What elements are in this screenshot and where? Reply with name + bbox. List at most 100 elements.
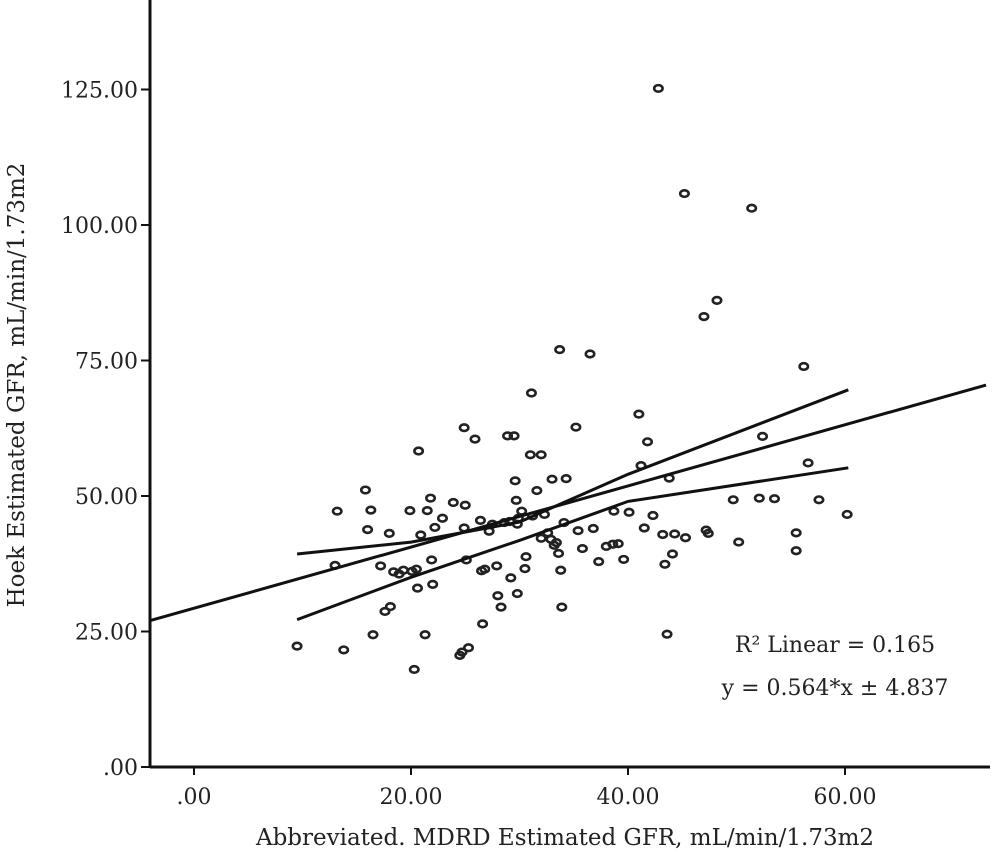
data-point — [463, 643, 475, 653]
data-point — [535, 450, 547, 460]
data-point — [633, 409, 645, 419]
data-point — [652, 83, 664, 94]
fit-lines — [150, 383, 987, 622]
data-point — [413, 446, 425, 456]
x-tick-label: .00 — [177, 785, 212, 810]
data-point — [508, 431, 520, 441]
data-point — [802, 458, 814, 468]
y-axis-title: Hoek Estimated GFR, mL/min/1.73m2 — [4, 163, 30, 608]
data-point — [768, 494, 780, 504]
y-tick-label: 125.00 — [61, 79, 138, 104]
data-point — [618, 554, 630, 565]
x-tick-label: 20.00 — [380, 785, 443, 810]
data-point — [505, 573, 517, 583]
data-point — [746, 203, 758, 213]
axes — [148, 0, 990, 769]
data-point — [383, 528, 395, 538]
data-point — [790, 546, 802, 556]
data-point — [331, 506, 343, 516]
data-point — [560, 474, 572, 484]
data-point — [587, 523, 599, 534]
data-point — [607, 539, 619, 549]
data-point — [702, 528, 714, 538]
y-tick-label: 50.00 — [75, 485, 138, 510]
data-point — [495, 602, 507, 612]
data-point — [479, 564, 491, 574]
data-point — [647, 510, 659, 521]
x-tick-label: 60.00 — [814, 785, 877, 810]
y-tick-label: 75.00 — [75, 350, 138, 375]
data-point — [678, 188, 690, 199]
data-point — [570, 422, 582, 432]
data-point — [753, 493, 765, 503]
data-point — [404, 506, 416, 516]
data-point — [669, 529, 681, 539]
data-point — [666, 549, 678, 559]
regression-line — [150, 383, 987, 622]
y-tick-label: 100.00 — [61, 214, 138, 239]
data-point — [384, 601, 396, 612]
data-point — [447, 497, 459, 508]
data-point — [415, 530, 427, 540]
data-point — [638, 523, 650, 533]
data-point — [458, 423, 470, 433]
data-point — [510, 495, 522, 505]
data-point — [362, 525, 374, 535]
data-point — [623, 507, 635, 517]
y-tick-label: 25.00 — [75, 621, 138, 646]
data-point — [502, 431, 514, 441]
data-point — [469, 434, 481, 444]
data-point — [375, 561, 387, 571]
data-point — [365, 505, 377, 515]
data-point — [659, 559, 671, 569]
data-point — [419, 630, 431, 640]
data-point — [474, 515, 486, 525]
data-point — [576, 543, 588, 554]
data-point — [421, 506, 433, 516]
data-point — [425, 493, 437, 503]
data-point — [593, 556, 605, 567]
data-point — [642, 437, 654, 447]
confidence-upper-line — [296, 388, 849, 556]
data-point — [524, 450, 536, 460]
data-point — [711, 295, 723, 305]
data-point — [680, 533, 692, 543]
data-point — [525, 388, 537, 398]
data-point — [727, 495, 739, 505]
data-point — [511, 588, 523, 599]
data-point — [657, 529, 669, 540]
data-point — [572, 526, 584, 536]
y-tick-label: .00 — [103, 756, 138, 781]
x-axis-title: Abbreviated. MDRD Estimated GFR, mL/min/… — [255, 825, 874, 851]
data-point — [412, 583, 424, 593]
data-point — [553, 548, 565, 559]
data-point — [408, 664, 420, 675]
data-point — [698, 311, 710, 322]
data-point — [733, 537, 745, 547]
data-point — [477, 619, 489, 629]
data-point — [397, 565, 409, 575]
data-point — [492, 591, 504, 601]
data-point — [757, 431, 769, 441]
regression-equation: y = 0.564*x ± 4.837 — [721, 676, 949, 701]
data-point — [550, 538, 562, 548]
data-point — [790, 528, 802, 538]
data-point — [813, 495, 825, 505]
data-point — [612, 539, 624, 549]
data-point — [661, 629, 673, 639]
data-point — [509, 476, 521, 486]
data-point — [367, 630, 379, 640]
r-squared-label: R² Linear = 0.165 — [735, 633, 935, 658]
x-tick-label: 40.00 — [597, 785, 660, 810]
data-point — [516, 506, 528, 516]
data-point — [359, 485, 371, 495]
data-point — [555, 565, 567, 575]
data-point — [456, 647, 468, 657]
data-point — [556, 602, 568, 612]
data-point — [338, 645, 350, 655]
data-point — [410, 564, 422, 574]
data-point — [554, 345, 566, 355]
data-point — [426, 555, 438, 565]
data-point — [841, 509, 853, 520]
